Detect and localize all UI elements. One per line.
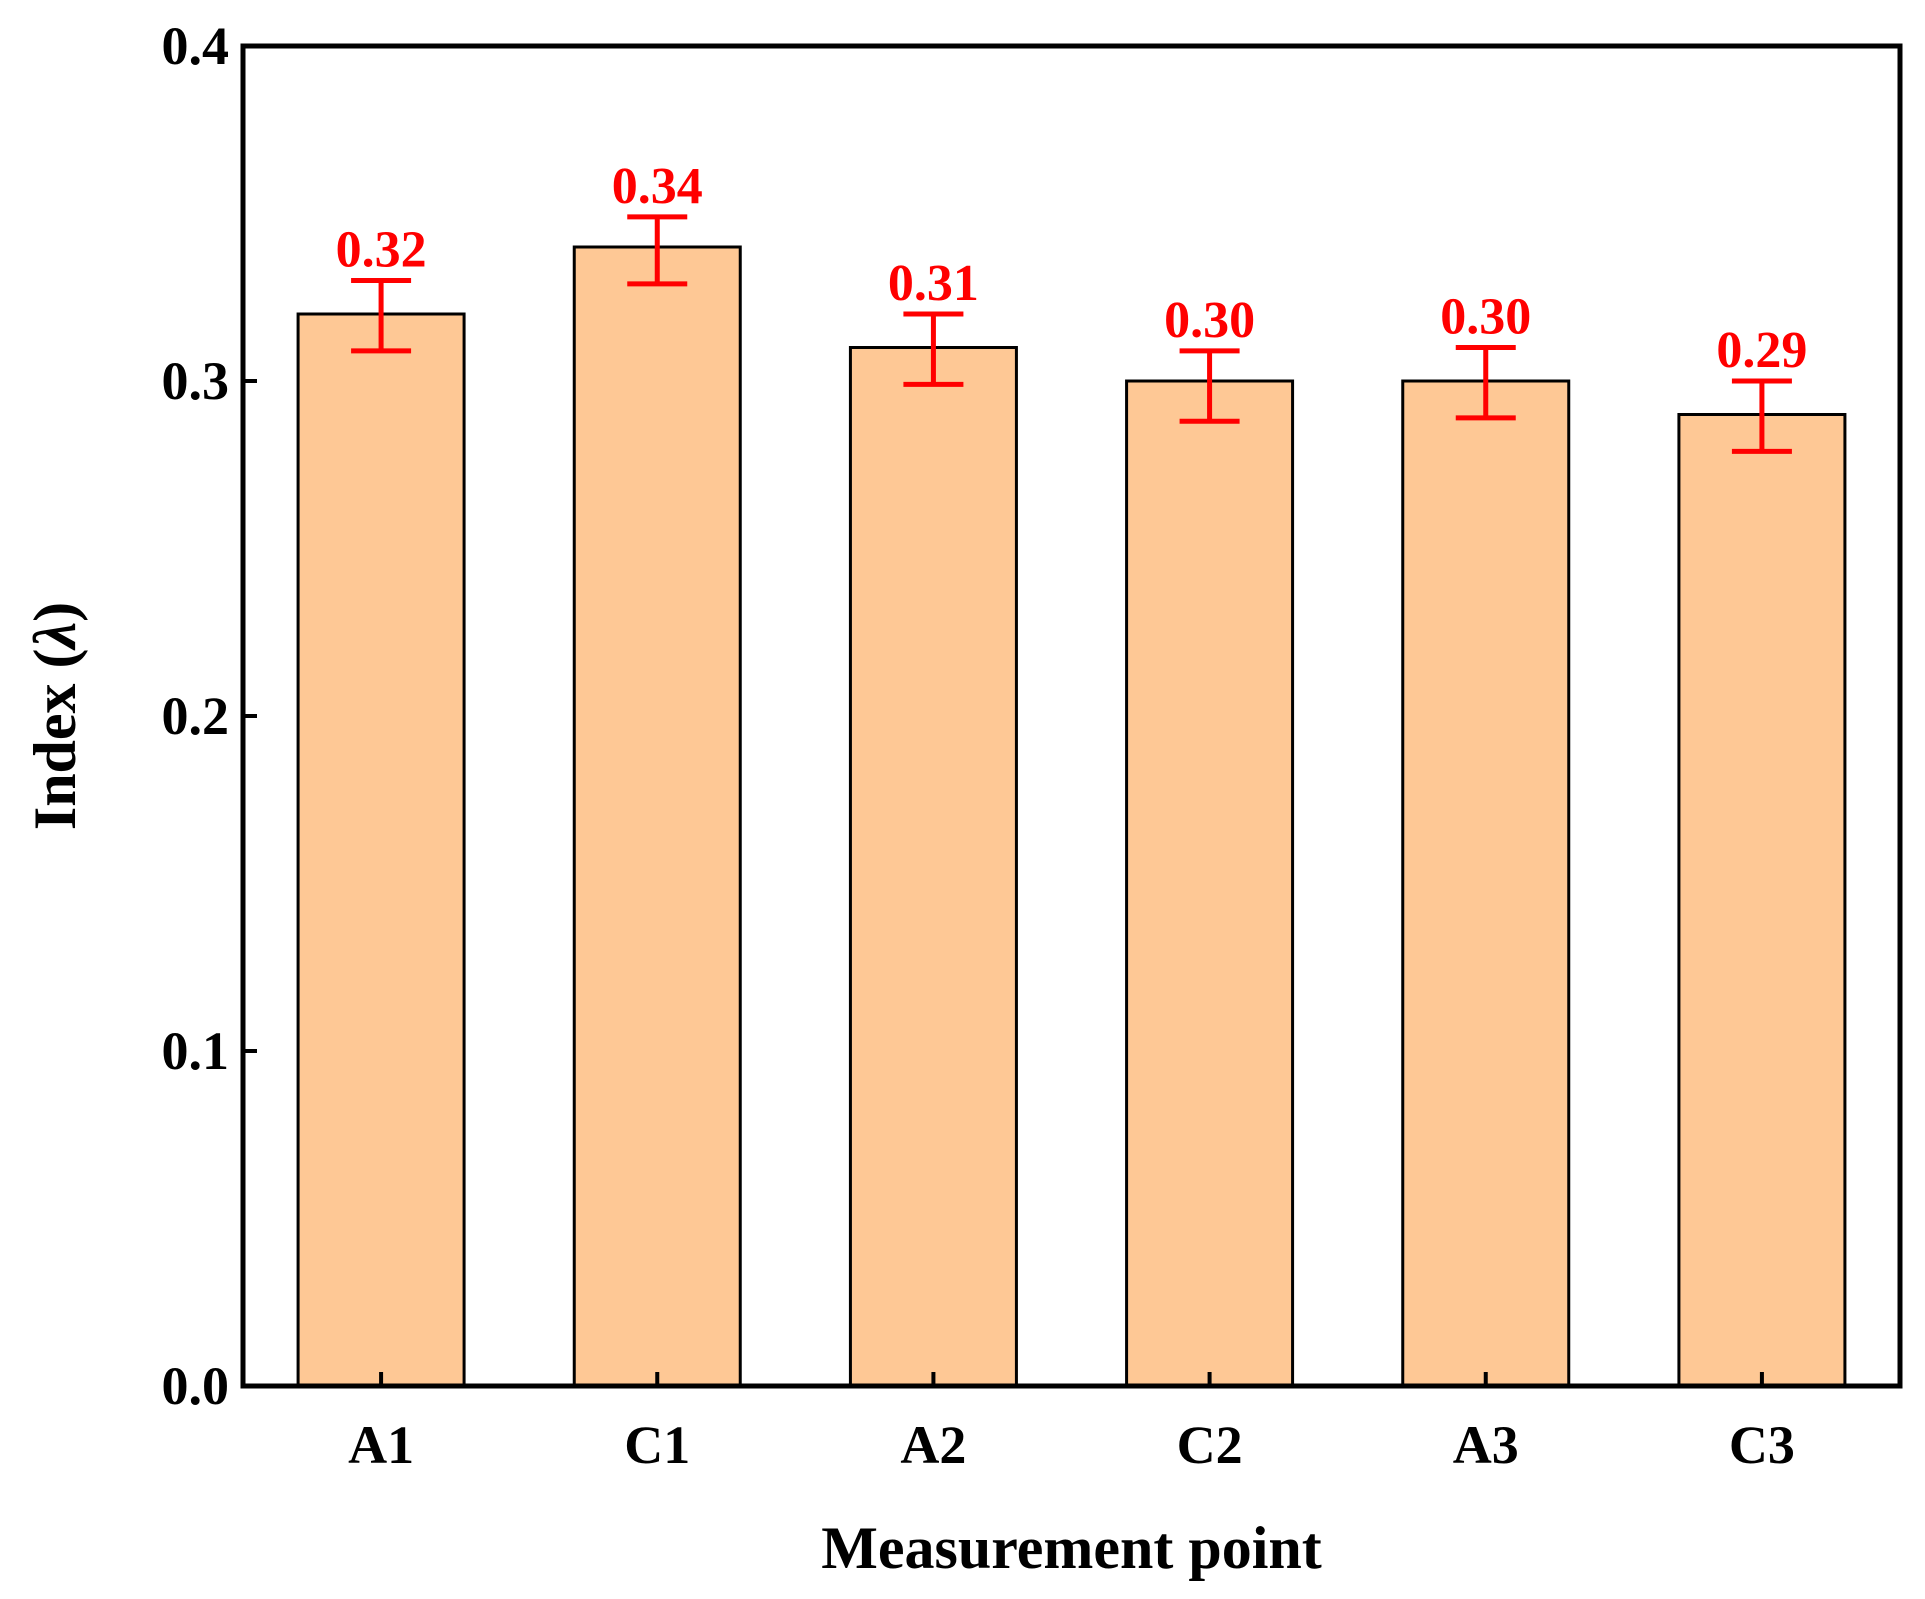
error-bar-a3 [1455, 345, 1516, 421]
data-label-c2: 0.30 [1164, 292, 1255, 349]
x-tick-label-c2: C2 [1177, 1415, 1243, 1475]
y-axis-title-symbol: λ [22, 622, 88, 652]
y-axis-ticks: 0.0 0.1 0.2 0.3 0.4 [162, 16, 257, 1416]
bar-a1 [296, 312, 466, 1388]
error-bar-c3 [1731, 378, 1792, 454]
error-bar-c2 [1179, 348, 1240, 424]
y-tick-label: 0.2 [162, 686, 230, 746]
bar-c1 [572, 245, 742, 1388]
error-bars-layer [351, 214, 1792, 454]
x-axis-ticks: A1 C1 A2 C2 A3 C3 [348, 1372, 1795, 1475]
error-bar-c1 [627, 214, 688, 287]
data-label-c1: 0.34 [612, 158, 703, 215]
data-label-c3: 0.29 [1716, 322, 1807, 379]
y-tick-label: 0.0 [162, 1356, 230, 1416]
x-axis-title: Measurement point [821, 1515, 1322, 1581]
data-labels-layer: 0.32 0.34 0.31 0.30 0.30 0.29 [336, 158, 1808, 379]
bar-c3 [1677, 413, 1847, 1388]
error-bar-a2 [903, 311, 964, 387]
x-tick-label-c3: C3 [1729, 1415, 1795, 1475]
plot-frame [240, 43, 1903, 1389]
bars-layer [296, 245, 1847, 1388]
data-label-a2: 0.31 [888, 255, 979, 312]
bar-a3 [1401, 379, 1571, 1388]
bar-a2 [848, 346, 1018, 1388]
bar-c2 [1125, 379, 1295, 1388]
data-label-a1: 0.32 [336, 222, 427, 279]
y-tick-label: 0.3 [162, 351, 230, 411]
x-tick-label-c1: C1 [624, 1415, 690, 1475]
x-tick-label-a3: A3 [1453, 1415, 1519, 1475]
x-tick-label-a1: A1 [348, 1415, 414, 1475]
y-axis-title: Index (λ) [22, 602, 88, 830]
x-tick-label-a2: A2 [900, 1415, 966, 1475]
y-axis-title-text: Index ( [22, 648, 88, 830]
y-tick-label: 0.1 [162, 1021, 230, 1081]
y-axis-title-close: ) [22, 602, 88, 622]
y-tick-label: 0.4 [162, 16, 230, 76]
data-label-a3: 0.30 [1440, 289, 1531, 346]
error-bar-a1 [351, 278, 412, 354]
